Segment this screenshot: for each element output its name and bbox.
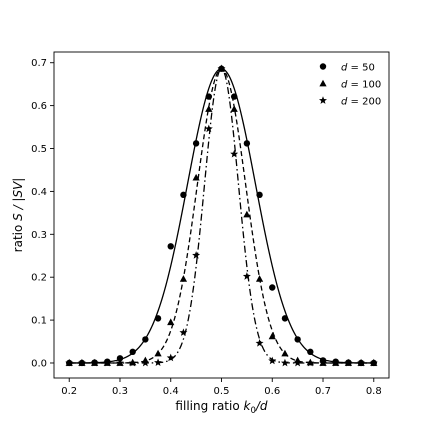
point-200-11 — [204, 124, 213, 133]
series-line-200 — [69, 67, 374, 364]
point-200-16 — [268, 356, 277, 365]
series-line-50 — [69, 68, 374, 364]
x-tick-label: 0.8 — [366, 386, 382, 397]
legend-label-50: d = 50 — [341, 63, 375, 74]
point-50-10 — [192, 140, 200, 147]
plot-frame — [53, 51, 390, 379]
y-tick-label: 0.4 — [31, 187, 47, 198]
point-50-5 — [129, 348, 136, 356]
point-200-24 — [369, 358, 378, 367]
point-50-4 — [116, 355, 124, 362]
point-200-1 — [77, 358, 86, 367]
point-50-8 — [167, 243, 174, 250]
point-100-10 — [192, 173, 200, 181]
point-50-15 — [256, 191, 263, 199]
point-200-18 — [293, 358, 302, 367]
fitted-curves — [69, 67, 374, 364]
point-200-14 — [242, 272, 251, 280]
point-100-8 — [167, 318, 175, 326]
y-tick-label: 0.0 — [31, 358, 47, 369]
point-100-14 — [243, 210, 251, 218]
point-200-10 — [192, 251, 201, 259]
point-200-21 — [331, 358, 340, 367]
legend-label-100: d = 100 — [341, 80, 381, 91]
point-100-15 — [255, 275, 264, 282]
x-tick-label: 0.5 — [214, 386, 230, 397]
point-200-2 — [90, 358, 99, 367]
point-200-15 — [255, 339, 264, 347]
y-tick-label: 0.7 — [31, 58, 47, 69]
series-line-100 — [69, 68, 374, 364]
point-100-16 — [268, 332, 276, 340]
legend-marker-100 — [319, 79, 327, 87]
point-50-19 — [307, 348, 314, 356]
point-100-7 — [154, 349, 162, 357]
y-axis-label: ratio S / |SV| — [11, 178, 25, 253]
point-200-4 — [115, 358, 124, 367]
point-200-19 — [306, 358, 315, 367]
x-tick-label: 0.4 — [163, 386, 179, 397]
x-axis-label: filling ratio k0/d — [175, 399, 268, 416]
point-200-9 — [179, 328, 188, 336]
point-50-11 — [205, 93, 213, 100]
point-50-13 — [230, 93, 238, 100]
x-tick-label: 0.2 — [61, 386, 77, 397]
legend-marker-200 — [319, 96, 327, 104]
y-tick-label: 0.1 — [31, 316, 47, 327]
point-50-17 — [281, 315, 289, 322]
legend: d = 50 d = 100 d = 200 — [319, 63, 381, 108]
point-50-9 — [180, 191, 187, 199]
y-tick-label: 0.6 — [31, 101, 47, 112]
x-tick-label: 0.6 — [264, 386, 280, 397]
point-200-17 — [280, 358, 289, 367]
point-200-13 — [230, 149, 239, 158]
point-200-5 — [128, 358, 137, 367]
point-100-13 — [230, 105, 238, 112]
point-50-7 — [154, 315, 162, 322]
data-markers — [65, 64, 378, 367]
point-50-6 — [142, 336, 149, 343]
axes: 0.2 0.3 0.4 0.5 0.6 0.7 0.8 0.0 0.1 0.2 0.3 0.4 0.5 0… — [11, 51, 390, 416]
x-tick-label: 0.7 — [315, 386, 331, 397]
point-100-17 — [281, 349, 289, 357]
point-200-8 — [166, 353, 175, 362]
point-50-14 — [243, 140, 251, 147]
point-200-0 — [65, 358, 74, 367]
point-200-22 — [344, 358, 353, 367]
y-tick-label: 0.2 — [31, 273, 47, 284]
point-100-9 — [179, 275, 188, 282]
point-200-3 — [103, 358, 112, 367]
point-200-23 — [357, 358, 366, 367]
legend-label-200: d = 200 — [341, 97, 381, 108]
point-200-12 — [217, 64, 226, 73]
point-50-18 — [294, 336, 301, 343]
point-50-16 — [269, 284, 276, 291]
point-100-11 — [205, 105, 213, 112]
y-tick-label: 0.3 — [31, 230, 47, 241]
legend-marker-50 — [319, 63, 327, 70]
point-200-20 — [319, 358, 328, 367]
point-200-6 — [141, 358, 150, 367]
x-tick-label: 0.3 — [112, 386, 128, 397]
y-tick-label: 0.5 — [31, 144, 47, 155]
point-200-7 — [154, 358, 163, 366]
